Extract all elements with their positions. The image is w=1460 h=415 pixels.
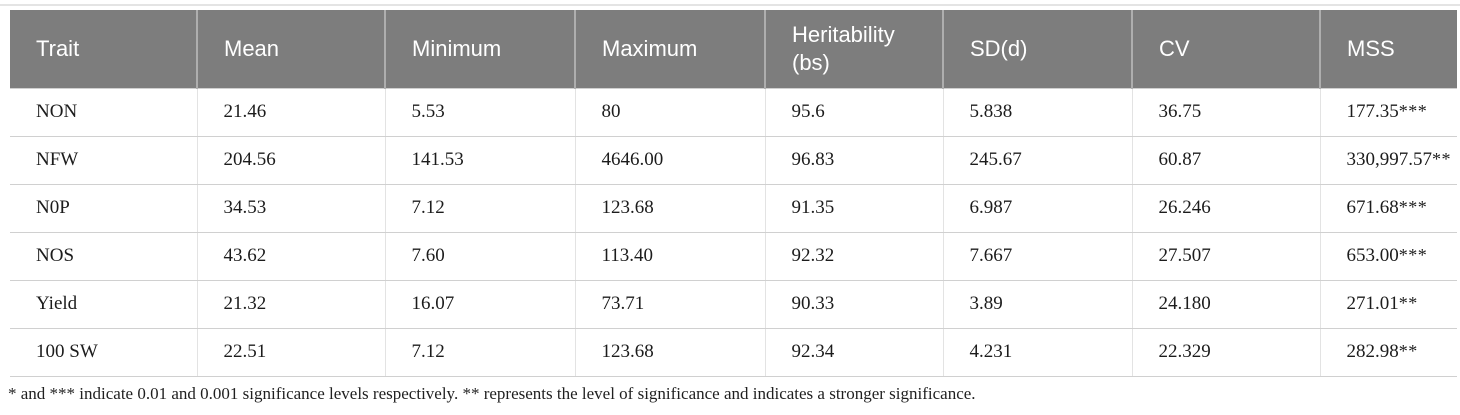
cell-cv: 24.180 [1132, 280, 1321, 329]
column-header-mean: Mean [197, 10, 386, 88]
column-header-heritability: Heritability (bs) [765, 10, 944, 88]
cell-mss: 177.35*** [1320, 87, 1457, 137]
column-header-mss: MSS [1320, 10, 1457, 88]
cell-heritability: 96.83 [765, 136, 944, 185]
cell-minimum: 141.53 [385, 136, 576, 185]
table-row: Yield 21.32 16.07 73.71 90.33 3.89 24.18… [10, 280, 1457, 329]
cell-sd: 3.89 [943, 280, 1133, 329]
mss-value: 177.35 [1346, 101, 1399, 122]
significance-marker: *** [1398, 101, 1428, 121]
cell-heritability: 90.33 [765, 280, 944, 329]
significance-marker: ** [1398, 341, 1418, 361]
mss-value: 282.98 [1346, 341, 1399, 362]
column-header-maximum: Maximum [575, 10, 766, 88]
cell-mss: 671.68*** [1320, 184, 1457, 233]
cell-maximum: 73.71 [575, 280, 766, 329]
column-header-trait: Trait [10, 10, 198, 88]
mss-value: 653.00 [1346, 245, 1399, 266]
cell-minimum: 7.12 [385, 184, 576, 233]
cell-mean: 43.62 [197, 232, 386, 281]
cell-mean: 204.56 [197, 136, 386, 185]
mss-value: 271.01 [1346, 293, 1399, 314]
column-header-sd: SD(d) [943, 10, 1133, 88]
cell-mss: 282.98** [1320, 328, 1457, 377]
cell-minimum: 16.07 [385, 280, 576, 329]
table-row: NFW 204.56 141.53 4646.00 96.83 245.67 6… [10, 136, 1457, 185]
cell-sd: 7.667 [943, 232, 1133, 281]
column-header-cv: CV [1132, 10, 1321, 88]
cell-maximum: 80 [575, 87, 766, 137]
cell-cv: 22.329 [1132, 328, 1321, 377]
cell-sd: 5.838 [943, 87, 1133, 137]
cell-trait: Yield [10, 280, 198, 329]
cell-heritability: 92.32 [765, 232, 944, 281]
cell-minimum: 5.53 [385, 87, 576, 137]
significance-marker: *** [1398, 197, 1428, 217]
table-row: 100 SW 22.51 7.12 123.68 92.34 4.231 22.… [10, 328, 1457, 377]
header-row: Trait Mean Minimum Maximum Heritability … [10, 10, 1457, 88]
mss-value: 330,997.57 [1346, 149, 1433, 170]
cell-maximum: 4646.00 [575, 136, 766, 185]
column-header-minimum: Minimum [385, 10, 576, 88]
significance-marker: ** [1432, 149, 1452, 169]
cell-sd: 4.231 [943, 328, 1133, 377]
cell-mss: 271.01** [1320, 280, 1457, 329]
cell-maximum: 123.68 [575, 184, 766, 233]
cell-mean: 34.53 [197, 184, 386, 233]
cell-mean: 21.32 [197, 280, 386, 329]
table-footnote: * and *** indicate 0.01 and 0.001 signif… [8, 384, 976, 403]
cell-maximum: 113.40 [575, 232, 766, 281]
cell-mean: 22.51 [197, 328, 386, 377]
cell-sd: 6.987 [943, 184, 1133, 233]
cell-minimum: 7.12 [385, 328, 576, 377]
mss-value: 671.68 [1346, 197, 1399, 218]
cell-trait: 100 SW [10, 328, 198, 377]
cell-cv: 27.507 [1132, 232, 1321, 281]
cell-heritability: 95.6 [765, 87, 944, 137]
cell-maximum: 123.68 [575, 328, 766, 377]
table-row: NOS 43.62 7.60 113.40 92.32 7.667 27.507… [10, 232, 1457, 281]
cell-cv: 26.246 [1132, 184, 1321, 233]
cell-minimum: 7.60 [385, 232, 576, 281]
cell-cv: 60.87 [1132, 136, 1321, 185]
significance-marker: ** [1398, 293, 1418, 313]
cell-cv: 36.75 [1132, 87, 1321, 137]
cell-trait: NON [10, 87, 198, 137]
cell-mss: 330,997.57** [1320, 136, 1457, 185]
top-divider [0, 4, 1460, 6]
cell-sd: 245.67 [943, 136, 1133, 185]
cell-heritability: 92.34 [765, 328, 944, 377]
cell-mean: 21.46 [197, 87, 386, 137]
cell-heritability: 91.35 [765, 184, 944, 233]
cell-trait: N0P [10, 184, 198, 233]
table-header: Trait Mean Minimum Maximum Heritability … [10, 10, 1457, 88]
significance-marker: *** [1398, 245, 1428, 265]
cell-mss: 653.00*** [1320, 232, 1457, 281]
cell-trait: NOS [10, 232, 198, 281]
cell-trait: NFW [10, 136, 198, 185]
table-row: NON 21.46 5.53 80 95.6 5.838 36.75 177.3… [10, 87, 1457, 137]
table-body: NON 21.46 5.53 80 95.6 5.838 36.75 177.3… [10, 87, 1457, 377]
table-row: N0P 34.53 7.12 123.68 91.35 6.987 26.246… [10, 184, 1457, 233]
summary-statistics-table: Trait Mean Minimum Maximum Heritability … [10, 10, 1457, 377]
